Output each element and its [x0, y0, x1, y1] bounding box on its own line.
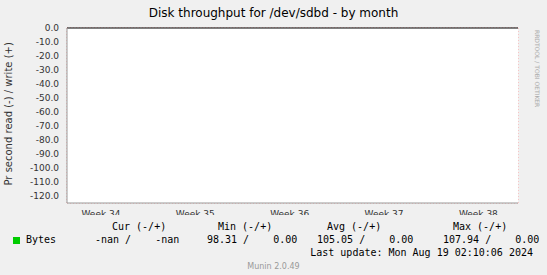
svg-text:-30.0: -30.0	[36, 65, 60, 75]
html-text:-nan / -nan: -nan / -nan	[95, 234, 180, 245]
html-text:Avg (-/+): Avg (-/+)	[327, 221, 382, 232]
html-text:Munin 2.0.49: Munin 2.0.49	[247, 262, 300, 271]
html-text:Min (-/+): Min (-/+)	[218, 221, 273, 232]
svg-text:-50.0: -50.0	[36, 93, 60, 103]
html-text:Cur (-/+): Cur (-/+)	[112, 221, 167, 232]
html-text:RRDTOOL / TOBI OETIKER: RRDTOOL / TOBI OETIKER	[534, 30, 541, 108]
html-text:Disk throughput for /dev/sdbd: Disk throughput for /dev/sdbd - by month	[148, 6, 399, 20]
svg-text:-20.0: -20.0	[36, 51, 60, 61]
html-text:105.05 / 0.00: 105.05 / 0.00	[317, 234, 414, 245]
svg-text:-80.0: -80.0	[36, 135, 60, 145]
html-text:Bytes: Bytes	[26, 234, 57, 245]
svg-text:-110.0: -110.0	[30, 177, 59, 187]
svg-text:Week 37: Week 37	[365, 209, 404, 215]
svg-text:0.0: 0.0	[45, 23, 60, 33]
svg-text:-70.0: -70.0	[36, 121, 60, 131]
svg-text:Week 34: Week 34	[81, 209, 120, 215]
html-text:Last update: Mon Aug 19 02:10:: Last update: Mon Aug 19 02:10:06 2024	[310, 247, 533, 258]
svg-text:-40.0: -40.0	[36, 79, 60, 89]
svg-text:Week 36: Week 36	[270, 209, 309, 215]
html-text:107.94 / 0.00: 107.94 / 0.00	[443, 234, 540, 245]
svg-text:-10.0: -10.0	[36, 37, 60, 47]
svg-text:Week 38: Week 38	[459, 209, 498, 215]
svg-text:-60.0: -60.0	[36, 107, 60, 117]
svg-text:Pr second read (-) / write (+): Pr second read (-) / write (+)	[8, 42, 14, 185]
svg-text:-120.0: -120.0	[30, 191, 59, 201]
svg-text:-100.0: -100.0	[30, 163, 59, 173]
svg-text:Week 35: Week 35	[176, 209, 215, 215]
html-text:98.31 / 0.00: 98.31 / 0.00	[207, 234, 298, 245]
html-text:Max (-/+): Max (-/+)	[453, 221, 508, 232]
svg-text:-90.0: -90.0	[36, 149, 60, 159]
